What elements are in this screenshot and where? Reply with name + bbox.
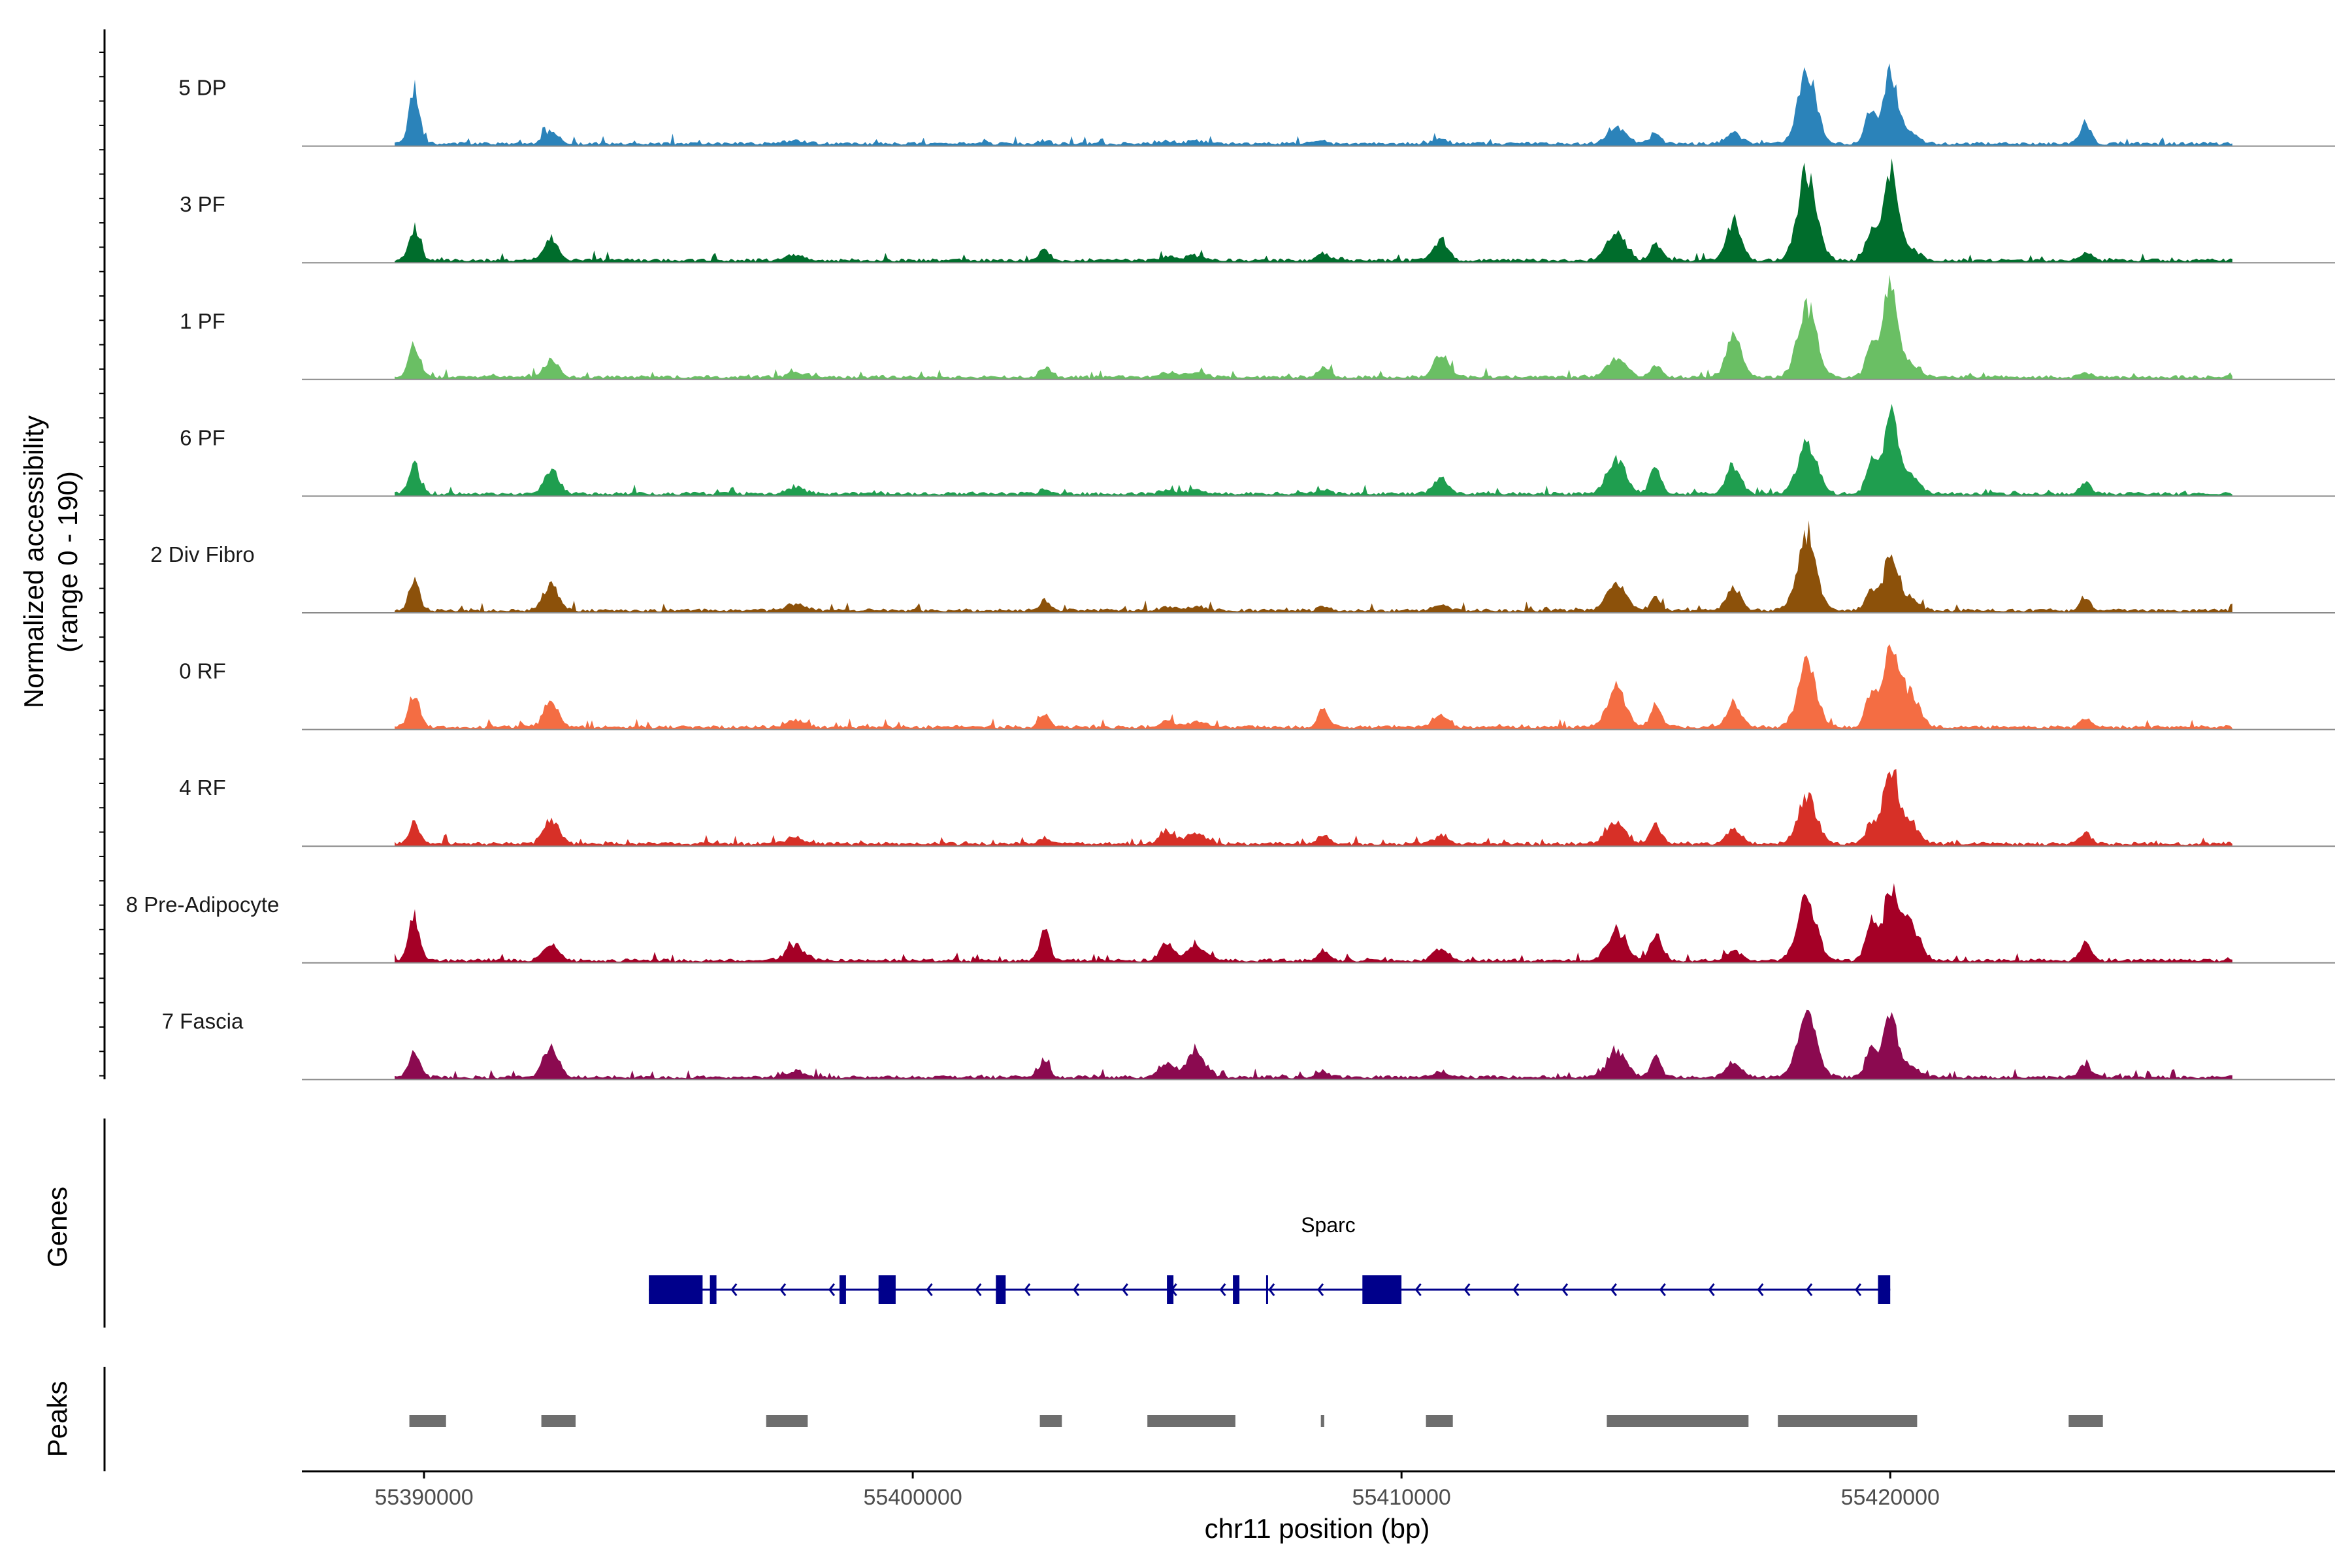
track-5-dp: 5 DP <box>178 63 2335 147</box>
track-4-rf: 4 RF <box>179 769 2335 847</box>
strand-arrow <box>926 1283 933 1296</box>
track-label: 6 PF <box>180 425 225 449</box>
coverage-area <box>395 520 2232 613</box>
strand-arrow <box>1219 1283 1226 1296</box>
track-3-pf: 3 PF <box>180 158 2335 264</box>
peak-region <box>1607 1415 1749 1427</box>
strand-arrow <box>1757 1283 1764 1296</box>
coverage-area <box>395 63 2232 146</box>
x-axis-ticks: 55390000 55400000 55410000 55420000 <box>374 1471 1940 1510</box>
track-label: 5 DP <box>178 76 226 100</box>
track-8-pre-adipocyte: 8 Pre-Adipocyte <box>126 883 2335 964</box>
exon <box>1878 1275 1891 1304</box>
coverage-area <box>395 769 2232 847</box>
peak-region <box>766 1415 808 1427</box>
peak-region <box>1147 1415 1235 1427</box>
peaks-panel-title: Peaks <box>42 1381 73 1458</box>
y-axis-title: Normalized accessibility (range 0 - 190) <box>18 416 83 708</box>
peak-region <box>2068 1415 2103 1427</box>
x-tick-label: 55400000 <box>863 1485 962 1510</box>
strand-arrow <box>828 1283 836 1296</box>
strand-arrow <box>1561 1283 1569 1296</box>
exon <box>1233 1275 1240 1304</box>
coverage-area <box>395 883 2232 963</box>
strand-arrow <box>1512 1283 1520 1296</box>
track-0-rf: 0 RF <box>179 644 2335 730</box>
strand-arrow <box>730 1283 738 1296</box>
strand-arrow <box>1854 1283 1862 1296</box>
track-label: 8 Pre-Adipocyte <box>126 892 280 917</box>
strand-arrow <box>1463 1283 1471 1296</box>
peak-region <box>541 1415 576 1427</box>
peak-region <box>1778 1415 1918 1427</box>
exon <box>1362 1275 1402 1304</box>
strand-arrow <box>1073 1283 1080 1296</box>
strand-arrow <box>1610 1283 1617 1296</box>
strand-arrow <box>1024 1283 1031 1296</box>
y-axis-title-line1: Normalized accessibility <box>18 416 49 708</box>
coverage-tracks: 5 DP 3 PF 1 PF 6 PF 2 Div Fibro 0 RF 4 RF 8 Pre… <box>126 63 2335 1081</box>
track-label: 3 PF <box>180 192 225 216</box>
track-label: 4 RF <box>179 776 226 800</box>
track-2-div-fibro: 2 Div Fibro <box>150 520 2335 613</box>
exon <box>710 1275 717 1304</box>
gene-model-sparc <box>649 1275 1891 1304</box>
peak-region <box>1320 1415 1324 1427</box>
strand-arrow <box>1268 1283 1275 1296</box>
strand-arrow <box>1317 1283 1324 1296</box>
track-7-fascia: 7 Fascia <box>162 1009 2335 1081</box>
coverage-area <box>395 404 2232 497</box>
track-1-pf: 1 PF <box>180 274 2335 380</box>
track-label: 0 RF <box>179 659 226 683</box>
x-axis-title: chr11 position (bp) <box>1205 1513 1430 1544</box>
track-label: 2 Div Fibro <box>150 542 255 566</box>
coverage-y-ticks <box>99 52 105 1077</box>
strand-arrow <box>1121 1283 1128 1296</box>
strand-arrow <box>1806 1283 1813 1296</box>
exon <box>996 1275 1006 1304</box>
genes-panel-title: Genes <box>42 1186 73 1267</box>
x-tick-label: 55390000 <box>374 1485 473 1510</box>
exon <box>878 1275 896 1304</box>
track-label: 7 Fascia <box>162 1009 244 1033</box>
peak-region <box>409 1415 446 1427</box>
coverage-area <box>395 158 2232 263</box>
strand-arrow <box>1708 1283 1715 1296</box>
track-label: 1 PF <box>180 309 225 333</box>
peak-regions <box>409 1415 2103 1427</box>
strand-arrow <box>975 1283 982 1296</box>
peak-region <box>1426 1415 1453 1427</box>
x-tick-label: 55410000 <box>1352 1485 1451 1510</box>
y-axis-title-line2: (range 0 - 190) <box>52 471 83 653</box>
strand-arrow <box>1659 1283 1666 1296</box>
track-6-pf: 6 PF <box>180 404 2335 497</box>
exon <box>839 1275 846 1304</box>
x-tick-label: 55420000 <box>1841 1485 1940 1510</box>
strand-arrow <box>779 1283 787 1296</box>
exon <box>1167 1275 1174 1304</box>
exon <box>649 1275 703 1304</box>
coverage-area <box>395 274 2232 380</box>
gene-name-label: Sparc <box>1301 1213 1356 1237</box>
strand-arrow <box>1414 1283 1422 1296</box>
coverage-area <box>395 644 2232 730</box>
peak-region <box>1039 1415 1062 1427</box>
coverage-area <box>395 1009 2232 1080</box>
